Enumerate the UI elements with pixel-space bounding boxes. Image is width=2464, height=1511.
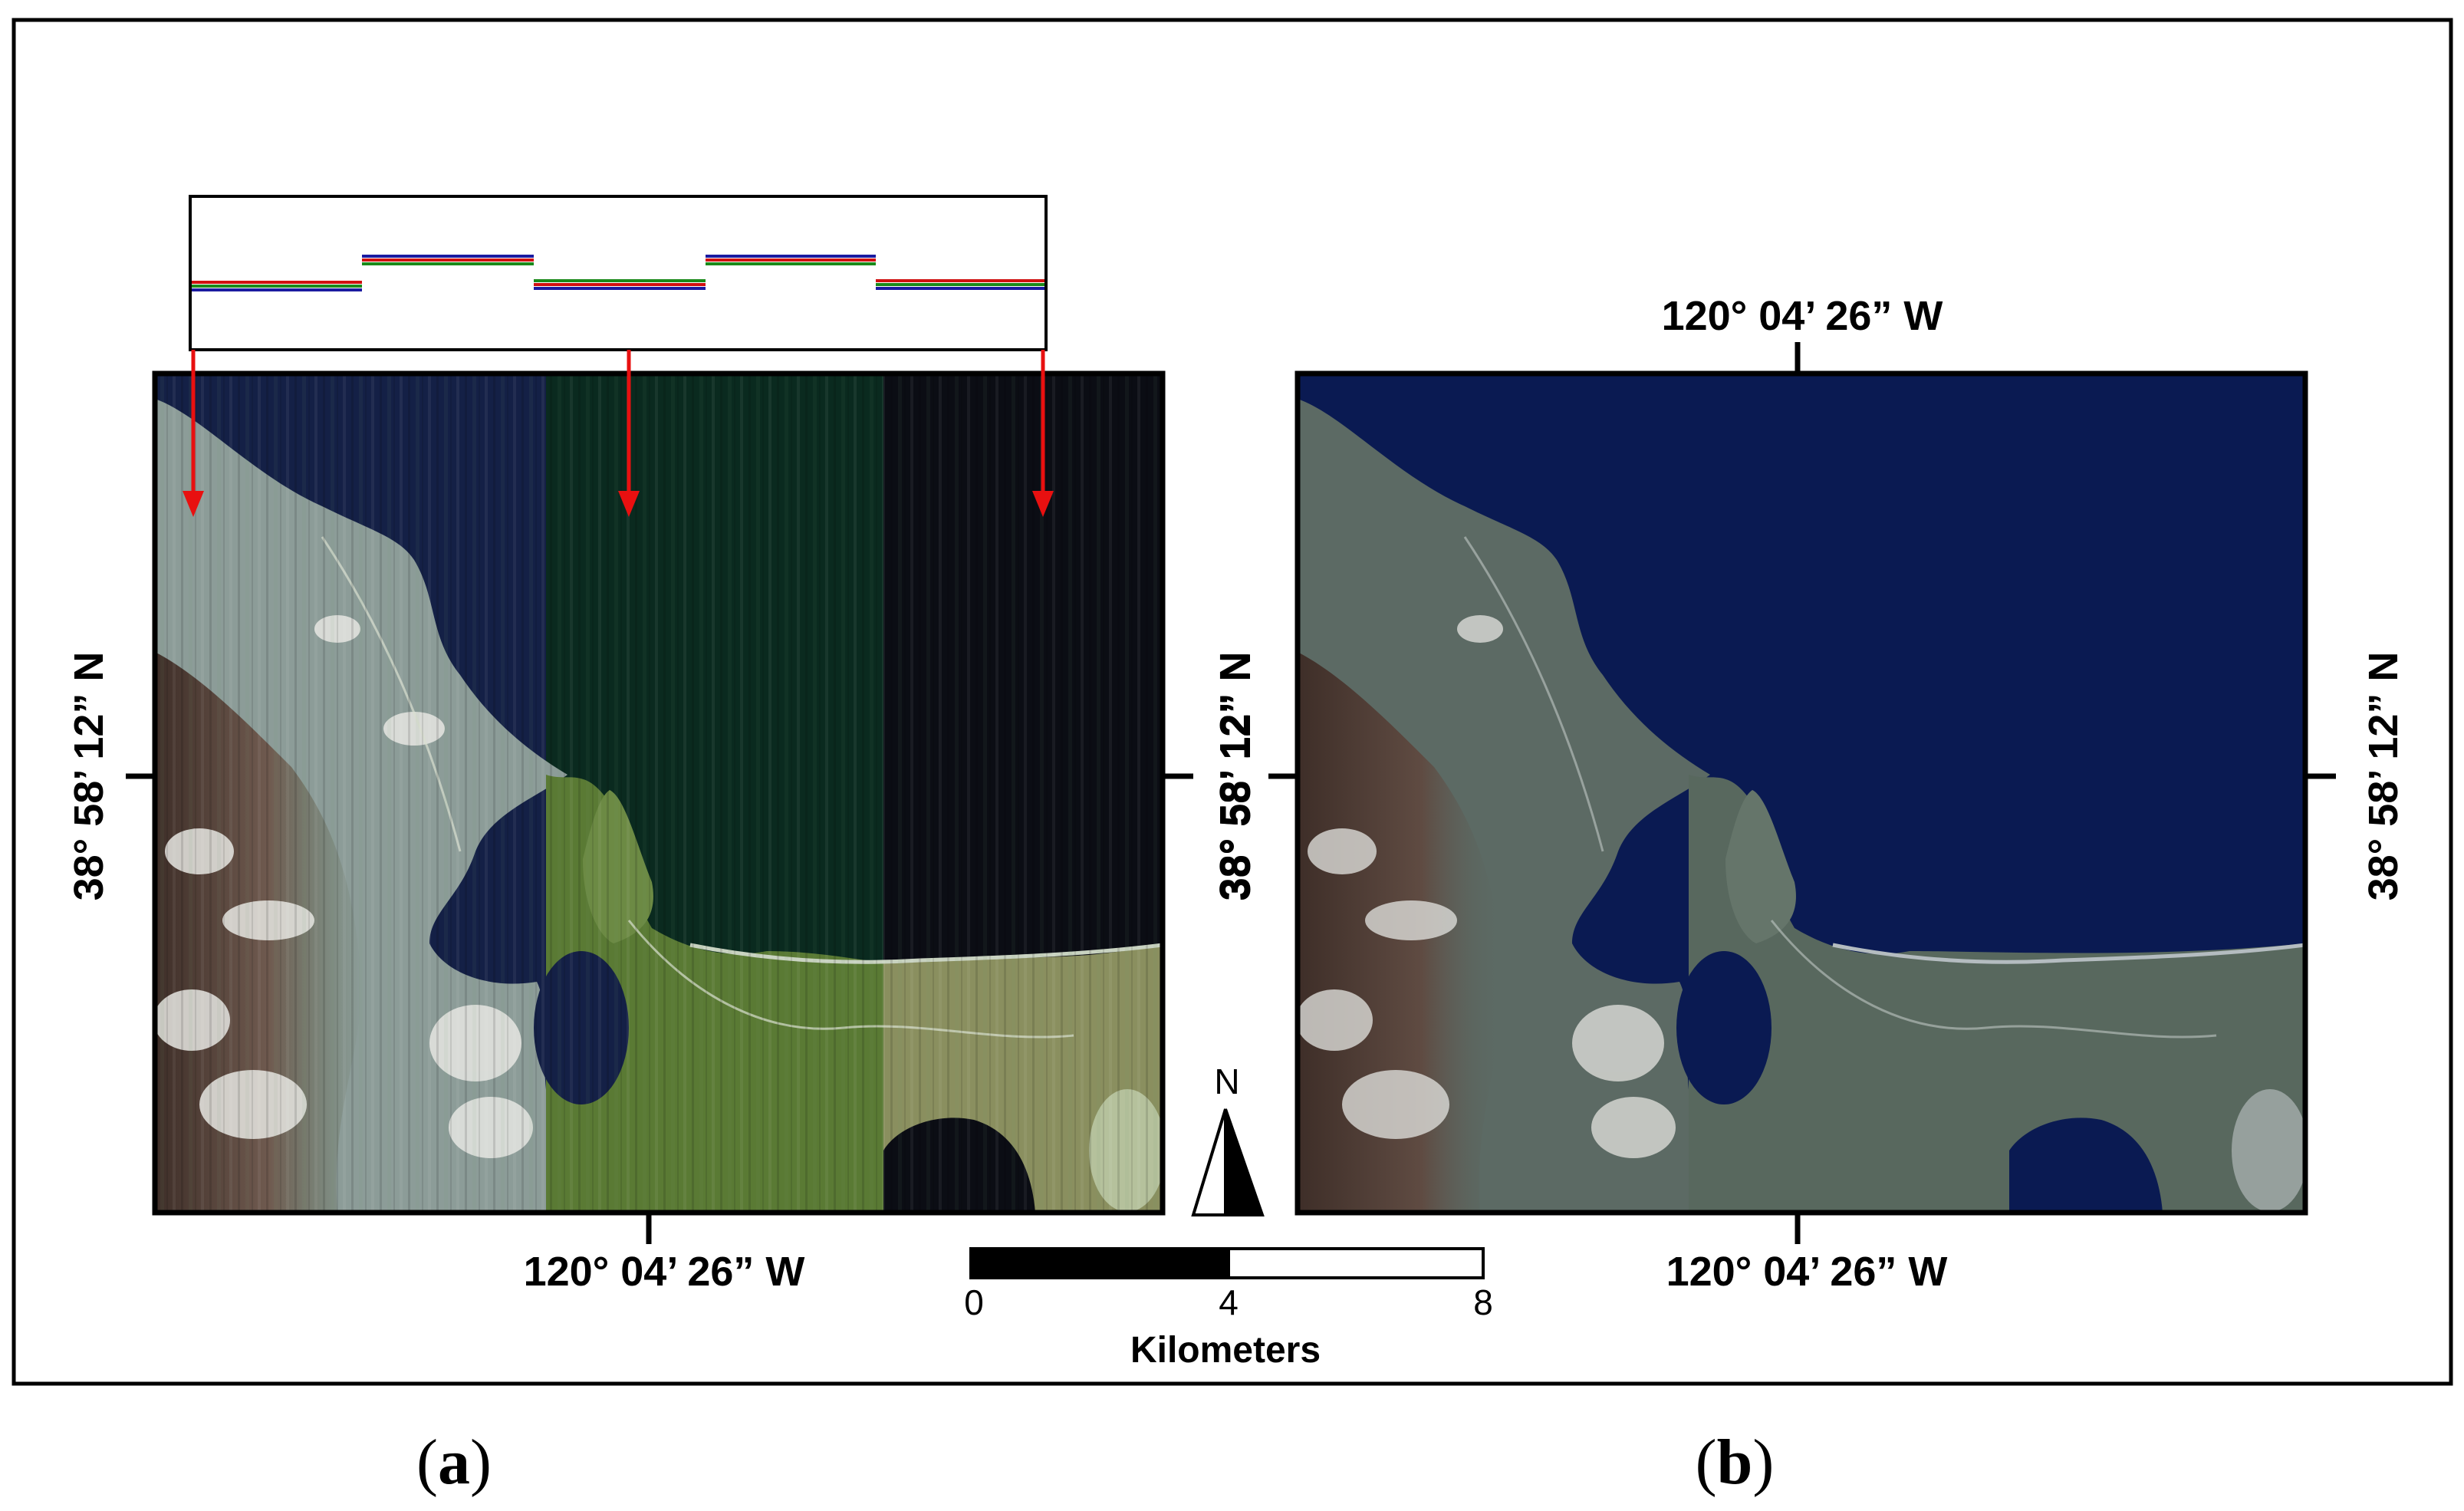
scale-bar-white xyxy=(1227,1247,1485,1279)
panel-b xyxy=(1298,374,2305,1213)
panel-a-longitude-bottom: 120° 04’ 26” W xyxy=(524,1249,805,1295)
panel-a-latitude-right: 38° 58’ 12” N xyxy=(1213,652,1259,901)
scale-bar: 0 4 8 Kilometers xyxy=(964,1247,1493,1371)
bay-b xyxy=(2009,1118,2163,1213)
lake-b xyxy=(1676,951,1772,1104)
panel-a-letter: a xyxy=(438,1427,470,1498)
panel-a xyxy=(155,374,1163,1213)
profile-inset-box xyxy=(189,195,1048,351)
profile-arrows xyxy=(183,350,1054,517)
profile-inset xyxy=(183,195,1054,517)
panel-b-letter: b xyxy=(1717,1427,1753,1498)
panel-a-latitude-left: 38° 58’ 12” N xyxy=(66,652,112,901)
bright-patch-b xyxy=(2232,1089,2305,1212)
roads-b xyxy=(1463,536,2217,1039)
tick-marks xyxy=(126,342,2336,1244)
scale-tick-4: 4 xyxy=(1219,1282,1239,1322)
arrow-right-head xyxy=(1032,491,1054,517)
panel-a-frame xyxy=(152,370,1166,1216)
coastline-b xyxy=(1832,943,2305,964)
panel-b-latitude-right: 38° 58’ 12” N xyxy=(2360,652,2406,901)
panel-b-label: (b) xyxy=(1696,1427,1775,1498)
panel-a-label: (a) xyxy=(416,1427,492,1498)
arrow-left-head xyxy=(183,491,204,517)
panel-b-frame xyxy=(1295,370,2308,1216)
north-arrow-right-half xyxy=(1224,1108,1265,1216)
peninsula-b xyxy=(1725,790,1796,943)
panel-b-latitude-left: 38° 58’ 12” N xyxy=(1212,652,1258,901)
panel-b-longitude-bottom: 120° 04’ 26” W xyxy=(1666,1249,1948,1295)
panel-b-longitude-top: 120° 04’ 26” W xyxy=(1662,293,1943,339)
striping-overlay xyxy=(155,374,1163,1213)
scale-tick-0: 0 xyxy=(964,1282,984,1322)
land-mid-b xyxy=(1689,775,2305,1213)
profile-steps xyxy=(192,255,1044,291)
north-arrow: N xyxy=(1191,1062,1265,1216)
scale-bar-black xyxy=(969,1247,1230,1279)
scale-unit: Kilometers xyxy=(1130,1330,1321,1371)
north-arrow-label: N xyxy=(1214,1062,1239,1101)
snow-patches-b xyxy=(1298,615,1676,1158)
scale-tick-8: 8 xyxy=(1473,1282,1493,1322)
arrow-middle-head xyxy=(618,491,640,517)
